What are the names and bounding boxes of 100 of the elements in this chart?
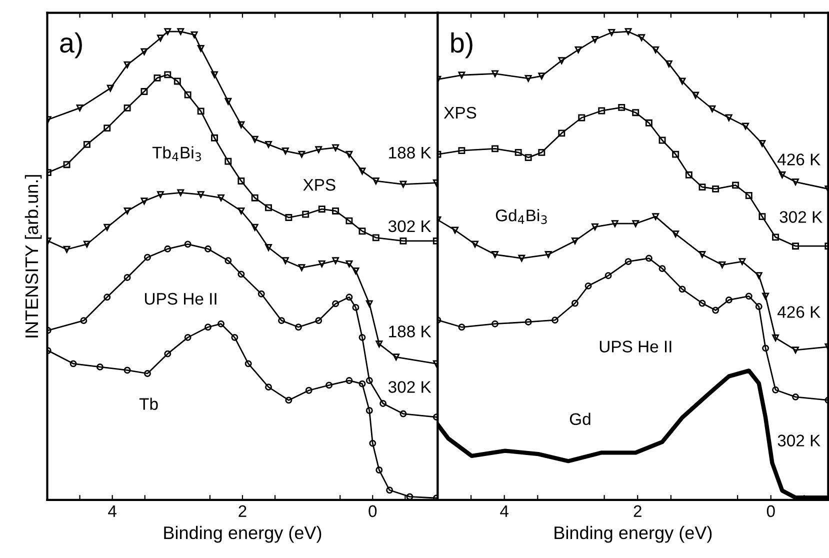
point xyxy=(346,294,353,301)
point xyxy=(218,194,224,202)
point xyxy=(604,272,612,280)
point xyxy=(211,134,218,142)
point xyxy=(197,108,204,115)
point xyxy=(184,240,192,248)
point xyxy=(672,150,680,158)
point xyxy=(346,377,353,384)
point xyxy=(618,104,626,111)
point xyxy=(386,486,394,494)
x-tick-label: 2 xyxy=(238,505,246,517)
point xyxy=(584,282,592,290)
point xyxy=(366,407,373,414)
point xyxy=(738,258,746,266)
point xyxy=(305,386,312,394)
point xyxy=(124,366,131,374)
point xyxy=(624,258,632,266)
point xyxy=(346,260,353,268)
point xyxy=(332,207,340,214)
point xyxy=(372,234,380,242)
annotation: UPS He II xyxy=(600,340,672,352)
annotation: 302 K xyxy=(778,434,820,446)
point xyxy=(652,46,660,54)
point xyxy=(712,306,720,314)
point xyxy=(672,230,680,238)
point xyxy=(772,386,780,394)
point xyxy=(124,61,131,68)
point xyxy=(157,34,164,42)
x-tick-label: 4 xyxy=(500,505,508,517)
annotation: b) xyxy=(451,32,472,58)
point xyxy=(685,171,692,178)
point xyxy=(591,36,598,44)
point xyxy=(238,121,245,128)
point xyxy=(197,44,204,52)
point xyxy=(611,220,618,228)
annotation: 302 K xyxy=(780,211,822,223)
point xyxy=(164,350,172,358)
point xyxy=(251,194,258,202)
point xyxy=(678,286,686,293)
point xyxy=(204,245,212,252)
annotation: Gd xyxy=(570,412,590,426)
point xyxy=(692,92,700,99)
annotation: Gd$_{4}$Bi$_{3}$ xyxy=(496,209,547,224)
point xyxy=(492,70,498,78)
point xyxy=(104,124,111,132)
point xyxy=(285,214,292,221)
point xyxy=(458,324,466,331)
point xyxy=(755,272,762,280)
point xyxy=(184,334,192,341)
point xyxy=(472,240,478,248)
point xyxy=(218,320,224,328)
annotation: UPS He II xyxy=(145,292,216,305)
point xyxy=(332,144,340,152)
point xyxy=(238,270,245,278)
point xyxy=(106,84,114,92)
point xyxy=(63,246,70,253)
point xyxy=(400,180,407,188)
point xyxy=(524,74,532,82)
point xyxy=(282,148,289,154)
point xyxy=(638,34,646,42)
point xyxy=(352,304,360,311)
point xyxy=(144,254,151,261)
point xyxy=(514,148,522,156)
point xyxy=(376,466,383,474)
point xyxy=(174,78,181,85)
point xyxy=(658,265,666,272)
point xyxy=(278,317,285,324)
point xyxy=(518,254,526,262)
point xyxy=(552,316,558,324)
point xyxy=(698,300,706,307)
point xyxy=(80,317,88,324)
point xyxy=(177,189,184,196)
point xyxy=(624,28,632,36)
x-axis-title: Binding energy (eV) xyxy=(164,526,322,543)
point xyxy=(492,320,498,328)
point xyxy=(265,140,272,148)
point xyxy=(558,57,566,64)
point xyxy=(224,98,232,105)
point xyxy=(358,334,366,341)
x-tick-label: 0 xyxy=(368,505,377,518)
point xyxy=(458,147,466,154)
point xyxy=(315,146,322,154)
point xyxy=(792,178,799,186)
point xyxy=(140,198,148,205)
point xyxy=(265,384,272,391)
point xyxy=(400,410,407,418)
point xyxy=(538,72,546,80)
annotation: 302 K xyxy=(388,381,432,393)
point xyxy=(712,185,720,192)
point xyxy=(104,224,111,231)
annotation: 426 K xyxy=(777,154,820,166)
x-tick-label: 0 xyxy=(766,505,775,518)
point xyxy=(524,318,532,326)
point xyxy=(231,334,238,341)
point xyxy=(792,242,799,250)
point xyxy=(184,91,192,98)
point xyxy=(645,254,652,262)
point xyxy=(366,377,373,384)
point xyxy=(63,161,70,168)
point xyxy=(190,31,198,38)
